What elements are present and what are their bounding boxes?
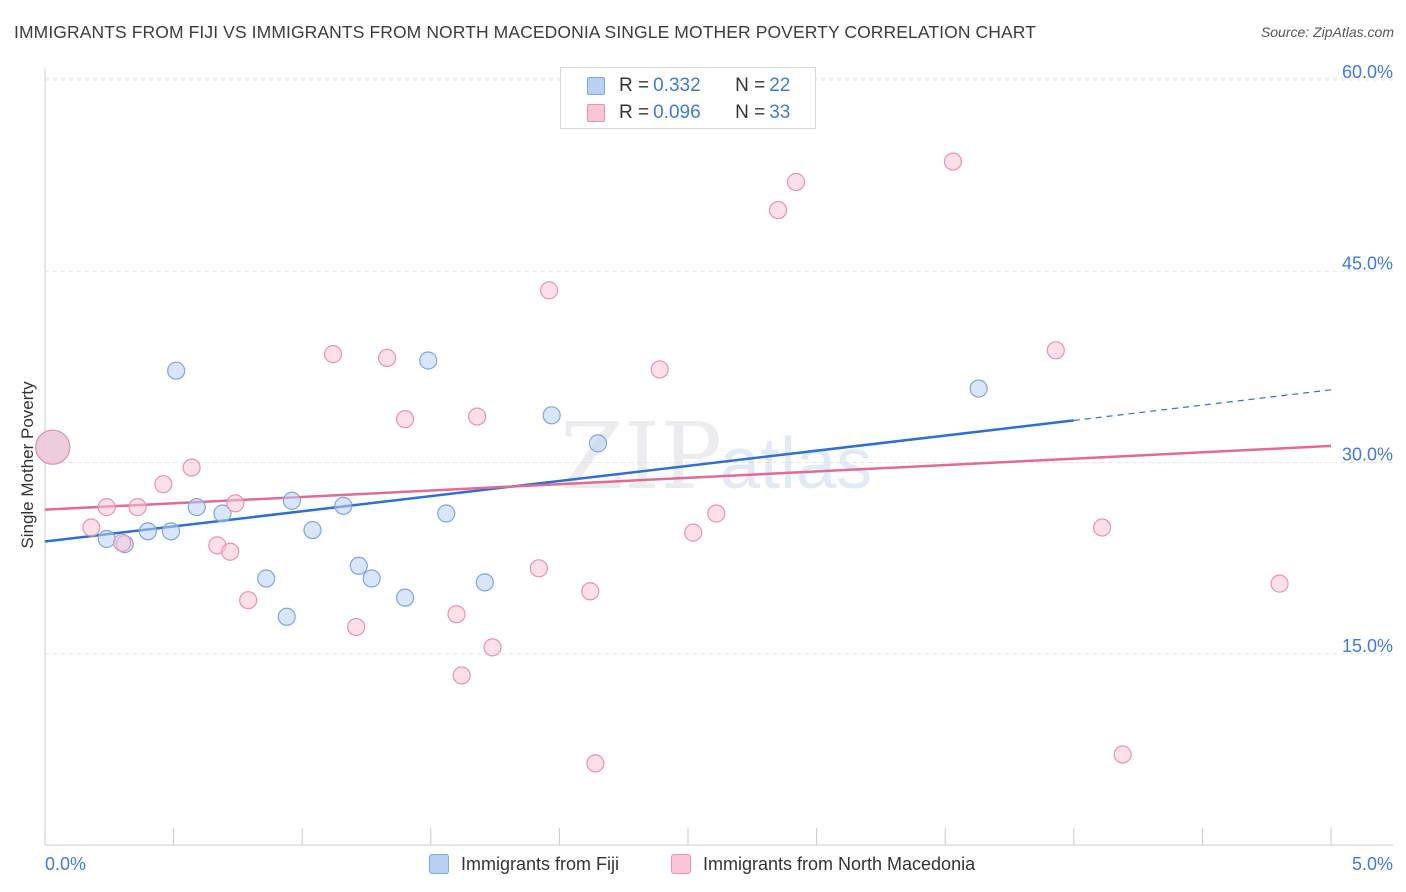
data-point-fiji <box>187 498 206 517</box>
y-tick-label: 15.0% <box>1342 636 1393 656</box>
data-point-fiji <box>419 351 438 370</box>
watermark-zip: ZIP <box>560 403 722 510</box>
data-point-macedonia <box>447 605 466 624</box>
correlation-legend: R = 0.332 N = 22 R = 0.096 N = 33 <box>560 67 816 129</box>
legend-item-fiji: Immigrants from Fiji <box>429 852 619 876</box>
legend-swatch-fiji <box>587 77 605 95</box>
data-point-macedonia <box>581 582 600 601</box>
data-point-macedonia <box>1270 574 1289 593</box>
data-point-macedonia <box>226 494 245 513</box>
legend-label-fiji: Immigrants from Fiji <box>461 853 620 874</box>
trend-line-macedonia <box>44 444 1332 511</box>
data-point-macedonia <box>239 591 258 610</box>
y-tick-label: 60.0% <box>1342 62 1393 82</box>
legend-n-label: N = <box>735 75 766 96</box>
data-point-macedonia <box>483 638 502 657</box>
legend-r-label: R = <box>619 102 650 123</box>
data-point-macedonia <box>786 172 806 192</box>
data-point-fiji <box>437 504 456 523</box>
data-point-macedonia <box>684 523 703 542</box>
data-point-macedonia <box>154 475 173 494</box>
x-tick-label: 0.0% <box>45 854 86 874</box>
data-point-macedonia <box>943 152 963 171</box>
data-point-fiji <box>542 406 561 425</box>
data-point-macedonia <box>1046 341 1065 360</box>
data-point-macedonia <box>1113 745 1132 764</box>
source-label: Source: ZipAtlas.com <box>1260 24 1394 40</box>
data-point-macedonia <box>35 429 71 465</box>
legend-swatch-macedonia <box>671 854 691 874</box>
data-point-fiji <box>395 588 415 607</box>
data-point-fiji <box>277 607 296 626</box>
data-point-fiji <box>167 361 186 380</box>
data-point-fiji <box>282 491 302 510</box>
data-point-macedonia <box>377 348 397 368</box>
data-point-macedonia <box>113 533 132 552</box>
data-point-macedonia <box>540 281 559 300</box>
data-point-macedonia <box>650 360 669 379</box>
legend-swatch-fiji <box>429 854 449 874</box>
legend-n-value: 22 <box>769 75 791 96</box>
data-point-fiji <box>138 522 157 541</box>
data-point-fiji <box>257 569 276 588</box>
data-point-fiji <box>969 379 988 398</box>
data-point-fiji <box>588 434 608 453</box>
legend-n-value: 33 <box>769 102 791 123</box>
watermark-atlas: atlas <box>720 424 872 504</box>
data-point-macedonia <box>221 542 240 561</box>
legend-row-fiji: R = 0.332 N = 22 <box>587 74 790 98</box>
grid-layer <box>45 77 1393 655</box>
legend-r-label: R = <box>619 75 650 96</box>
data-point-fiji <box>303 520 322 540</box>
y-axis-label: Single Mother Poverty <box>18 381 37 549</box>
data-point-macedonia <box>97 498 116 517</box>
chart-title: IMMIGRANTS FROM FIJI VS IMMIGRANTS FROM … <box>14 22 1036 42</box>
data-point-fiji <box>161 522 181 541</box>
data-point-fiji <box>475 573 494 592</box>
data-point-macedonia <box>347 617 366 637</box>
points-layer <box>35 152 1289 773</box>
data-point-macedonia <box>182 458 201 477</box>
series-legend: Immigrants from Fiji Immigrants from Nor… <box>0 852 1406 876</box>
data-point-fiji <box>362 569 381 588</box>
watermark: ZIP atlas <box>560 403 872 510</box>
data-point-macedonia <box>467 407 487 426</box>
trend-line-extension-fiji <box>1073 389 1332 422</box>
data-point-fiji <box>349 556 368 575</box>
data-point-fiji <box>97 529 116 549</box>
x-tick-label: 5.0% <box>1352 854 1393 874</box>
trend-line-fiji <box>44 419 1074 543</box>
data-point-macedonia <box>707 504 726 523</box>
data-point-macedonia <box>128 498 147 517</box>
data-point-macedonia <box>82 518 101 537</box>
legend-r-value: 0.332 <box>653 75 701 96</box>
data-point-macedonia <box>586 754 605 773</box>
data-point-fiji <box>334 496 353 515</box>
data-point-macedonia <box>323 345 343 364</box>
legend-item-macedonia: Immigrants from North Macedonia <box>671 852 975 876</box>
legend-r-value: 0.096 <box>653 102 701 123</box>
y-tick-label: 30.0% <box>1342 445 1393 465</box>
legend-label-macedonia: Immigrants from North Macedonia <box>703 853 976 874</box>
data-point-macedonia <box>529 559 548 578</box>
data-point-macedonia <box>1092 518 1112 537</box>
legend-row-macedonia: R = 0.096 N = 33 <box>587 101 790 125</box>
trend-layer <box>44 389 1332 543</box>
data-point-fiji <box>213 504 232 523</box>
data-point-macedonia <box>395 410 415 429</box>
y-tick-label: 45.0% <box>1342 253 1393 273</box>
legend-n-label: N = <box>735 102 766 123</box>
data-point-macedonia <box>768 200 788 220</box>
data-point-macedonia <box>452 666 471 685</box>
legend-swatch-macedonia <box>587 104 605 122</box>
tick-label-layer: 15.0% 30.0% 45.0% 60.0% 0.0% 5.0% <box>45 62 1393 874</box>
